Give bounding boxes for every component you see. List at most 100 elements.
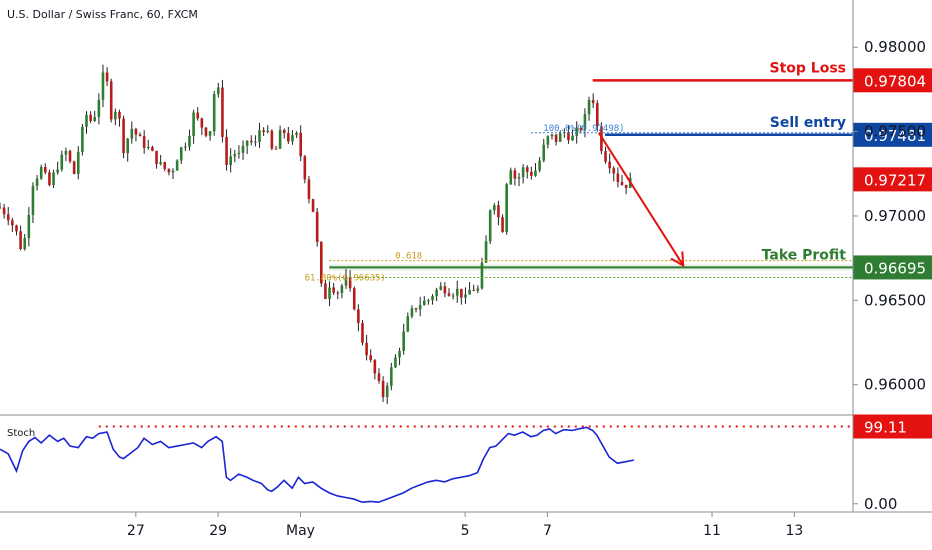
candle-body xyxy=(414,308,418,310)
candle-body xyxy=(550,134,554,137)
price-tick-label: 0.98000 xyxy=(864,38,926,56)
candle-body xyxy=(179,147,183,161)
candle-body xyxy=(52,172,55,186)
candle-body xyxy=(604,151,607,162)
candle-body xyxy=(245,140,249,146)
candle-body xyxy=(163,162,167,169)
candle-body xyxy=(534,170,537,176)
candle-body xyxy=(591,100,595,104)
candle-body xyxy=(365,342,368,356)
candle-body xyxy=(357,309,360,324)
candles-layer xyxy=(0,64,632,405)
candle-body xyxy=(488,210,492,242)
take-profit-price: 0.96695 xyxy=(864,259,926,277)
candle-body xyxy=(497,205,500,218)
candle-body xyxy=(460,288,463,298)
time-tick-label: 7 xyxy=(543,523,552,539)
candle-body xyxy=(352,288,356,310)
candle-body xyxy=(505,184,508,233)
candle-body xyxy=(361,323,364,343)
candle-body xyxy=(530,171,533,176)
candle-body xyxy=(48,172,51,186)
candle-body xyxy=(398,350,401,358)
take-profit-label: Take Profit xyxy=(762,247,847,263)
candle-body xyxy=(188,135,191,147)
candle-body xyxy=(72,161,76,174)
candle-body xyxy=(282,129,286,134)
price-axis[interactable]: 0.98000 0.97500 0.97000 0.96500 0.96000 xyxy=(853,38,926,394)
candle-body xyxy=(262,130,265,133)
price-tick-label: 0.97000 xyxy=(864,207,926,225)
candle-body xyxy=(221,87,224,137)
chart-title: U.S. Dollar / Swiss Franc, 60, FXCM xyxy=(7,8,198,21)
candle-body xyxy=(122,118,125,154)
stop-loss-price: 0.97804 xyxy=(864,72,926,90)
stoch-title: Stoch xyxy=(7,428,35,439)
candle-body xyxy=(624,184,628,188)
candle-body xyxy=(151,147,154,151)
candle-body xyxy=(348,276,352,289)
candle-body xyxy=(373,360,377,374)
candle-body xyxy=(501,217,504,233)
current-price-price: 0.97217 xyxy=(864,171,926,189)
fib-786-label: 61.80%(0.96635) xyxy=(305,274,386,284)
time-axis[interactable]: 27 29 May 5 7 11 13 xyxy=(127,512,803,539)
candle-body xyxy=(11,220,14,226)
projection-arrow xyxy=(598,132,685,266)
candle-body xyxy=(109,81,113,120)
stoch-tick-label: 0.00 xyxy=(864,495,897,513)
candle-body xyxy=(336,292,340,294)
fib-100-label: 100.0%(0.97498) xyxy=(543,124,624,134)
candle-body xyxy=(184,146,187,148)
candle-body xyxy=(126,138,129,154)
time-tick-label: 5 xyxy=(461,523,470,539)
candle-body xyxy=(431,296,434,301)
candle-body xyxy=(513,170,517,179)
candle-body xyxy=(130,128,134,139)
price-tick-label: 0.96000 xyxy=(864,376,926,394)
projection-arrow-head xyxy=(670,251,685,268)
candle-body xyxy=(422,300,426,306)
candle-body xyxy=(406,316,410,332)
candle-body xyxy=(0,207,2,209)
sell-entry-label: Sell entry xyxy=(770,115,846,131)
stoch-line xyxy=(0,426,635,504)
candle-body xyxy=(447,293,451,296)
candle-body xyxy=(521,167,525,178)
candle-body xyxy=(509,170,513,185)
candle-body xyxy=(2,207,6,215)
candle-body xyxy=(35,178,39,187)
candle-body xyxy=(480,262,484,289)
candle-body xyxy=(299,132,303,157)
candle-body xyxy=(476,288,480,291)
candle-body xyxy=(142,136,146,148)
candle-body xyxy=(254,141,257,143)
candle-body xyxy=(204,127,208,136)
candle-body xyxy=(616,173,620,183)
candle-body xyxy=(105,72,109,82)
candle-body xyxy=(381,380,385,398)
candle-body xyxy=(595,103,599,127)
candle-body xyxy=(15,225,18,232)
candle-body xyxy=(167,168,171,173)
candle-body xyxy=(303,156,307,180)
candle-body xyxy=(546,136,550,145)
candle-body xyxy=(81,126,84,152)
candle-body xyxy=(89,114,92,121)
candle-body xyxy=(579,128,583,130)
candle-body xyxy=(208,131,212,136)
candle-body xyxy=(159,162,162,165)
candle-body xyxy=(394,357,397,368)
candle-body xyxy=(315,211,319,242)
candle-body xyxy=(311,199,315,212)
candle-body xyxy=(212,94,216,132)
candle-body xyxy=(571,135,574,141)
candle-body xyxy=(266,130,270,133)
current-price-badge xyxy=(853,167,932,192)
candle-body xyxy=(369,355,373,361)
time-tick-label: May xyxy=(286,523,315,539)
candle-body xyxy=(44,167,47,173)
stop-loss-label: Stop Loss xyxy=(770,60,847,76)
candle-body xyxy=(118,111,121,119)
